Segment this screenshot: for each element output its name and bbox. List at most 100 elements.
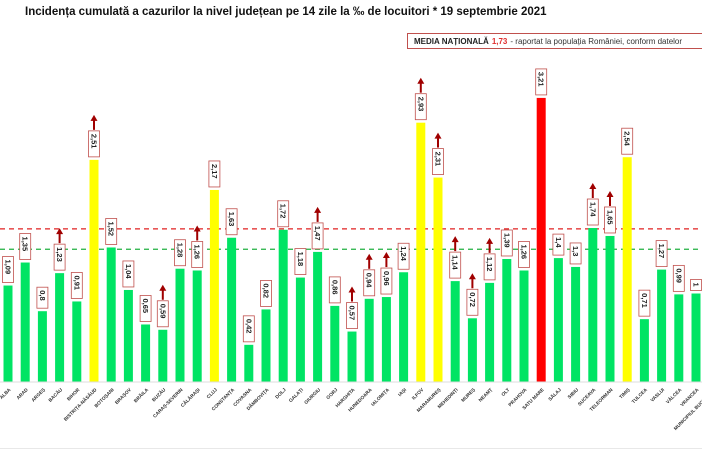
- category-label-4: BIHOR: [66, 387, 82, 403]
- data-label-box-7: [122, 260, 135, 288]
- data-label-16: 1,72: [279, 204, 288, 219]
- data-label-box-10: [174, 239, 186, 267]
- category-label-18: GIURGIU: [303, 387, 322, 406]
- bar-26: [450, 281, 460, 382]
- data-label-box-33: [569, 242, 582, 265]
- data-label-18: 1,47: [313, 226, 322, 241]
- data-label-10: 1,28: [176, 243, 185, 258]
- data-label-35: 1,65: [606, 210, 615, 225]
- bar-31: [536, 97, 546, 382]
- bar-23: [399, 272, 409, 382]
- data-label-27: 0,72: [468, 292, 477, 307]
- bar-14: [244, 344, 254, 382]
- data-label-4: 0,91: [72, 275, 81, 290]
- bar-38: [657, 269, 667, 382]
- data-label-2: 0,8: [38, 290, 47, 300]
- category-label-22: IALOMIȚA: [370, 387, 391, 408]
- data-label-box-32: [552, 233, 565, 256]
- data-label-box-29: [500, 229, 513, 257]
- data-label-box-14: [242, 315, 255, 343]
- increase-arrowhead-icon-20: [348, 286, 356, 293]
- bar-11: [192, 270, 202, 382]
- data-label-box-17: [294, 248, 307, 275]
- data-label-1: 1,35: [21, 237, 30, 252]
- increase-arrowhead-icon-9: [159, 284, 167, 291]
- bar-4: [72, 301, 82, 382]
- increase-arrowhead-icon-3: [56, 228, 64, 235]
- data-label-box-36: [621, 127, 634, 155]
- increase-arrowhead-icon-22: [382, 252, 390, 259]
- bar-34: [588, 228, 598, 382]
- bar-5: [89, 159, 99, 382]
- bar-27: [467, 318, 477, 382]
- category-label-23: IAȘI: [397, 387, 408, 398]
- increase-arrowhead-icon-25: [434, 132, 442, 139]
- legend-value: 1,73: [491, 37, 508, 46]
- category-label-19: GORJ: [325, 387, 339, 401]
- category-label-8: BRĂILA: [132, 386, 150, 404]
- increase-arrowhead-icon-28: [486, 237, 494, 244]
- category-label-28: NEAMȚ: [478, 387, 494, 403]
- category-label-10: CARAȘ-SEVERIN: [152, 387, 185, 420]
- data-label-box-0: [2, 256, 14, 283]
- bar-40: [691, 293, 701, 382]
- bar-18: [313, 251, 323, 382]
- category-label-0: ALBA: [0, 387, 13, 401]
- data-label-box-34: [586, 198, 599, 226]
- data-label-box-23: [397, 242, 410, 270]
- data-label-box-5: [88, 130, 100, 158]
- data-label-17: 1,18: [296, 252, 305, 267]
- bar-3: [55, 273, 65, 382]
- bar-24: [416, 122, 426, 382]
- bar-21: [364, 298, 374, 382]
- data-label-23: 1,24: [399, 246, 408, 261]
- data-label-3: 1,23: [55, 247, 64, 262]
- data-label-8: 0,65: [141, 298, 150, 313]
- data-label-box-31: [535, 68, 548, 96]
- increase-arrowhead-icon-34: [589, 183, 597, 190]
- category-label-36: TIMIȘ: [618, 387, 632, 401]
- bar-2: [37, 311, 47, 382]
- data-label-36: 2,54: [623, 131, 632, 146]
- data-label-40: 1: [692, 283, 701, 287]
- category-label-7: BRAȘOV: [114, 387, 133, 406]
- bar-6: [106, 247, 116, 382]
- data-label-box-2: [36, 286, 49, 309]
- data-label-15: 0,82: [262, 283, 271, 298]
- national-average-legend: MEDIA NAȚIONALĂ 1,73- raportat la populaț…: [407, 33, 702, 49]
- data-label-38: 1,27: [657, 244, 666, 259]
- category-label-27: MUREȘ: [460, 387, 477, 404]
- category-label-16: DOLJ: [274, 387, 288, 401]
- category-label-12: CLUJ: [206, 387, 219, 400]
- data-label-box-38: [655, 240, 668, 268]
- bar-39: [674, 294, 684, 382]
- data-label-box-20: [346, 302, 358, 329]
- category-label-2: ARGEȘ: [31, 387, 48, 404]
- bar-20: [347, 331, 357, 382]
- data-label-box-28: [483, 253, 496, 281]
- data-label-box-35: [604, 206, 616, 234]
- bar-36: [622, 157, 632, 382]
- bar-29: [502, 258, 512, 382]
- data-label-25: 2,31: [434, 152, 443, 167]
- bar-10: [175, 268, 185, 382]
- bar-25: [433, 177, 443, 382]
- category-label-39: VÂLCEA: [664, 386, 683, 405]
- category-label-9: BUZĂU: [150, 386, 167, 403]
- data-label-box-26: [449, 251, 462, 279]
- data-label-21: 0,94: [365, 273, 374, 288]
- category-label-37: TULCEA: [631, 387, 649, 405]
- divider: [0, 448, 702, 449]
- data-label-26: 1,14: [451, 255, 460, 270]
- bar-32: [553, 258, 563, 382]
- bar-8: [141, 324, 151, 382]
- data-label-box-13: [225, 208, 238, 236]
- data-label-12: 2,17: [210, 164, 219, 179]
- legend-note: - raportat la populația României, confor…: [510, 37, 683, 46]
- increase-arrowhead-icon-24: [417, 77, 425, 84]
- data-label-30: 1,26: [520, 244, 529, 259]
- bar-19: [330, 305, 340, 382]
- data-label-box-6: [105, 218, 118, 245]
- category-label-1: ARAD: [16, 387, 30, 401]
